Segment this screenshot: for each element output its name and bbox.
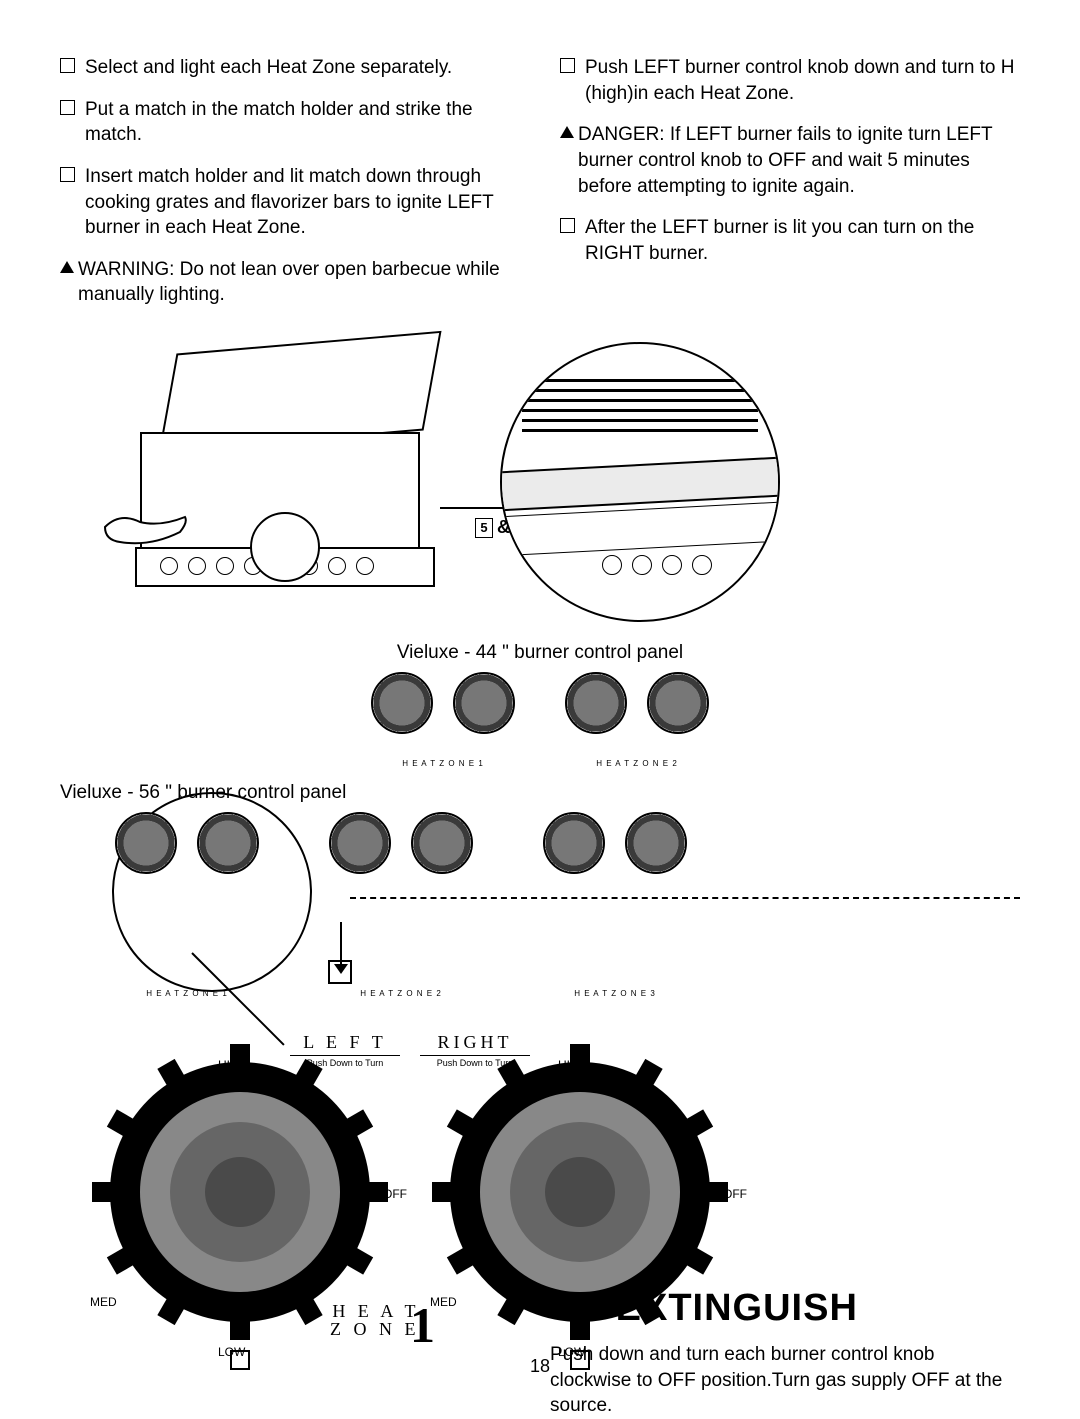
danger-item: DANGER: If LEFT burner fails to ignite t…: [560, 122, 1020, 199]
zone-label: H E A T Z O N E 1: [371, 759, 515, 768]
panel-44-row: H E A T Z O N E 1 H E A T Z O N E 2: [60, 672, 1020, 752]
heat-text: H E A T: [330, 1302, 420, 1320]
hand-icon: [100, 492, 190, 552]
grill-diagram: [100, 352, 500, 592]
heat-zone-big-label: H E A T Z O N E 1: [330, 1302, 420, 1338]
danger-text: DANGER: If LEFT burner fails to ignite t…: [578, 122, 1020, 199]
small-knob: [411, 812, 473, 874]
high-label: HIGH: [558, 1058, 588, 1072]
warning-icon: [60, 261, 74, 273]
grill-illustration-area: 5 & 6: [60, 352, 1020, 612]
step-item: After the LEFT burner is lit you can tur…: [560, 215, 1020, 266]
big-knob-left: HIGH OFF MED LOW: [110, 1062, 370, 1322]
small-knob: [647, 672, 709, 734]
small-knob: [543, 812, 605, 874]
small-knob: [453, 672, 515, 734]
zoom-detail-circle: [500, 342, 780, 622]
warning-item: WARNING: Do not lean over open barbecue …: [60, 257, 520, 308]
checkbox-icon: [560, 58, 575, 73]
zone-number: 1: [410, 1296, 435, 1354]
small-knob: [197, 812, 259, 874]
checkbox-icon: [60, 100, 75, 115]
small-knob: [625, 812, 687, 874]
callout-box: [328, 960, 352, 984]
panel-44-label: Vieluxe - 44 " burner control panel: [60, 642, 1020, 664]
small-knob: [329, 812, 391, 874]
checkbox-icon: [560, 218, 575, 233]
warning-icon: [560, 126, 574, 138]
big-knob-right: HIGH OFF MED LOW: [450, 1062, 710, 1322]
step-item: Insert match holder and lit match down t…: [60, 164, 520, 241]
off-label: OFF: [723, 1187, 747, 1201]
med-label: MED: [90, 1295, 117, 1309]
heat-zone-1: H E A T Z O N E 1: [115, 812, 259, 982]
right-label: RIGHT: [420, 1032, 530, 1053]
off-label: OFF: [383, 1187, 407, 1201]
extinguish-text: Push down and turn each burner control k…: [550, 1342, 1020, 1419]
page-number: 18: [0, 1356, 1080, 1377]
heat-zone-1: H E A T Z O N E 1: [371, 672, 515, 752]
zone-label: H E A T Z O N E 2: [329, 989, 473, 998]
heat-zone-2: H E A T Z O N E 2: [565, 672, 709, 752]
step-text: Put a match in the match holder and stri…: [85, 97, 520, 148]
left-column: Select and light each Heat Zone separate…: [60, 55, 520, 324]
zoom-source-circle: [250, 512, 320, 582]
small-knob: [371, 672, 433, 734]
zone-label: H E A T Z O N E 3: [543, 989, 687, 998]
checkbox-icon: [60, 167, 75, 182]
heat-zone-3: H E A T Z O N E 3: [543, 812, 687, 982]
instruction-columns: Select and light each Heat Zone separate…: [60, 55, 1020, 324]
extinguish-block: TO EXTINGUISH Push down and turn each bu…: [550, 1287, 1020, 1419]
checkbox-icon: [60, 58, 75, 73]
warning-text: WARNING: Do not lean over open barbecue …: [78, 257, 520, 308]
step-text: Insert match holder and lit match down t…: [85, 164, 520, 241]
step-item: Select and light each Heat Zone separate…: [60, 55, 520, 81]
heat-zone-2: H E A T Z O N E 2: [329, 812, 473, 982]
step-num-5: 5: [475, 518, 493, 538]
step-text: Select and light each Heat Zone separate…: [85, 55, 520, 81]
high-label: HIGH: [218, 1058, 248, 1072]
step-item: Put a match in the match holder and stri…: [60, 97, 520, 148]
panel-56-row: H E A T Z O N E 1 H E A T Z O N E 2 H E …: [60, 812, 1020, 982]
left-label: L E F T: [290, 1032, 400, 1053]
extinguish-title: TO EXTINGUISH: [550, 1287, 1020, 1330]
small-knob: [565, 672, 627, 734]
step-text: Push LEFT burner control knob down and t…: [585, 55, 1020, 106]
zone-text: Z O N E: [330, 1320, 420, 1338]
step-text: After the LEFT burner is lit you can tur…: [585, 215, 1020, 266]
right-column: Push LEFT burner control knob down and t…: [560, 55, 1020, 324]
zone-label: H E A T Z O N E 2: [565, 759, 709, 768]
zoom-contents: [502, 344, 778, 620]
small-knob: [115, 812, 177, 874]
step-item: Push LEFT burner control knob down and t…: [560, 55, 1020, 106]
